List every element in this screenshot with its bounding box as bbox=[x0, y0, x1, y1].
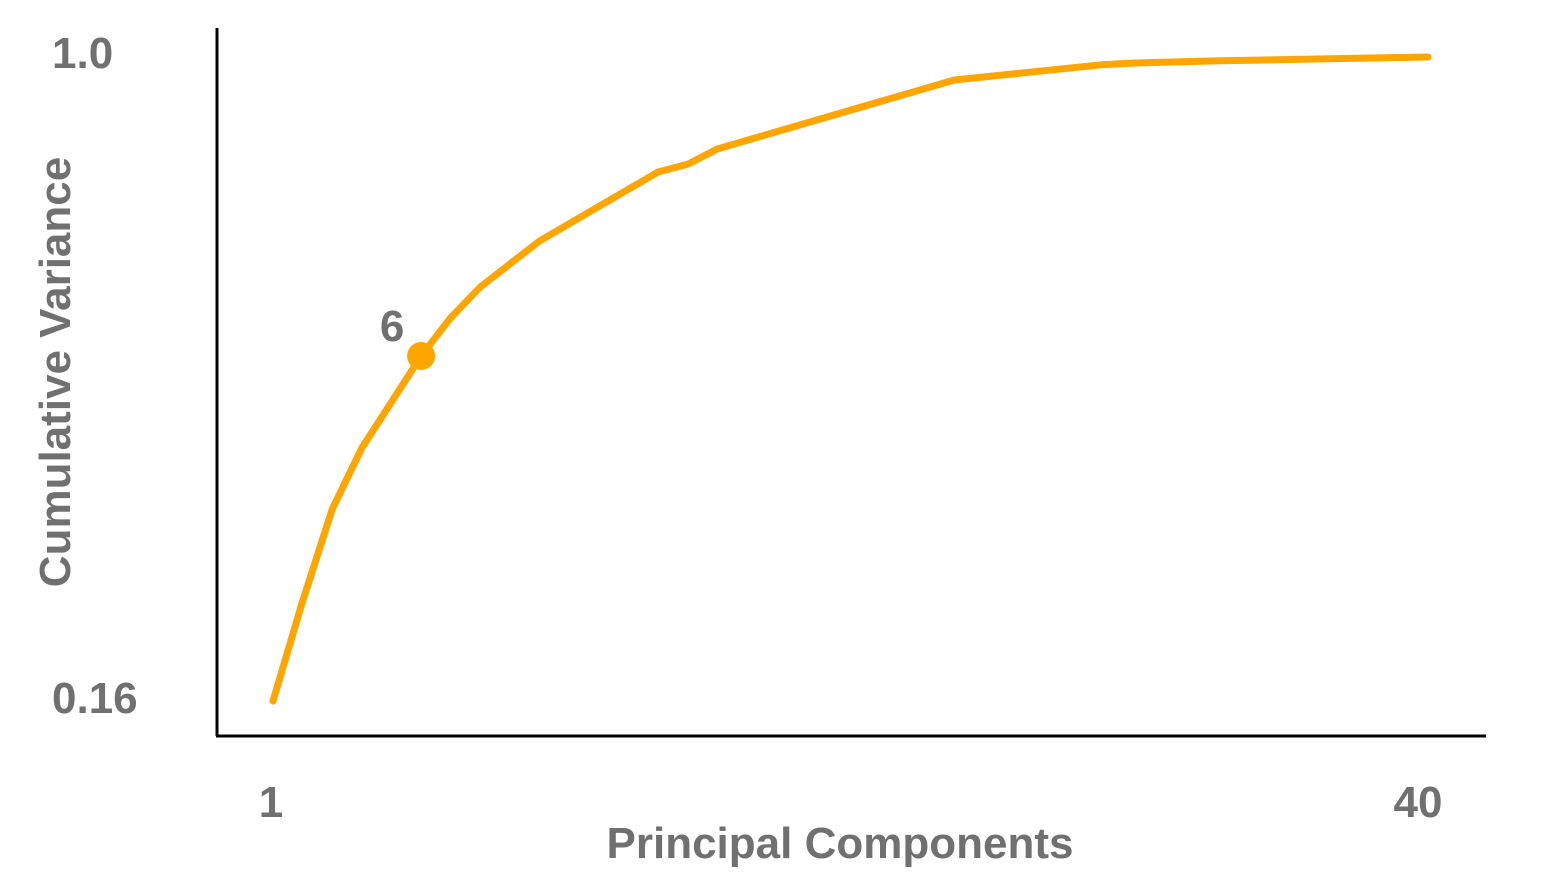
y-tick-label-top: 1.0 bbox=[52, 29, 113, 78]
cumulative-variance-line bbox=[269, 53, 1432, 705]
y-axis-label: Cumulative Variance bbox=[31, 157, 80, 587]
x-axis-label: Principal Components bbox=[607, 819, 1074, 868]
highlight-point-label: 6 bbox=[380, 302, 404, 351]
x-tick-label-last: 40 bbox=[1394, 778, 1443, 827]
highlight-point-6 bbox=[407, 342, 436, 370]
x-tick-label-first: 1 bbox=[259, 778, 283, 827]
y-tick-label-bottom: 0.16 bbox=[52, 674, 138, 723]
